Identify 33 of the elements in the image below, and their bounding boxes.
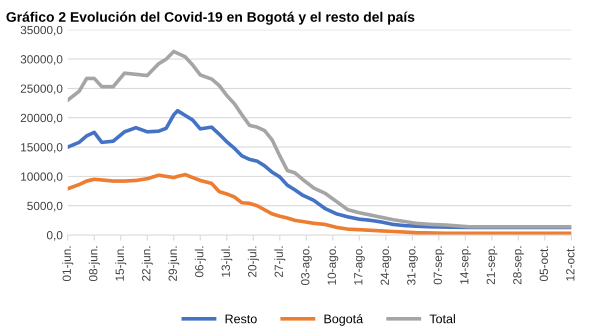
legend-label: Bogotá	[324, 314, 364, 326]
x-tick-label: 13-jul.	[221, 246, 232, 277]
y-tick-label: 35000,0	[20, 26, 62, 36]
x-tick-label: 07-sep.	[434, 246, 444, 284]
x-tick-label: 24-ago.	[380, 246, 392, 285]
x-tick-label: 06-jul.	[194, 246, 206, 278]
x-tick-label: 20-jul.	[248, 246, 259, 277]
y-tick-label: 15000,0	[21, 143, 62, 153]
x-tick-label: 10-ago.	[328, 246, 338, 285]
x-tick-label: 14-sep.	[460, 246, 471, 284]
y-tick-label: 30000,0	[20, 55, 62, 65]
legend-label: Resto	[226, 314, 257, 324]
chart-title: Gráfico 2 Evolución del Covid-19 en Bogotá y el resto del país	[6, 12, 414, 25]
x-tick-label: 21-sep.	[486, 246, 498, 284]
y-tick-label: 20000,0	[20, 114, 62, 124]
x-tick-label: 22-jun.	[142, 246, 153, 281]
x-tick-label: 29-jun.	[168, 246, 180, 281]
y-tick-label: 0,0	[46, 231, 62, 241]
x-tick-label: 27-jul.	[274, 246, 286, 277]
x-tick-label: 05-oct.	[540, 246, 548, 282]
x-tick-label: 08-jun.	[88, 246, 100, 282]
x-tick-label: 03-ago.	[301, 246, 312, 285]
x-tick-label: 12-oct.	[566, 246, 574, 281]
line-series	[68, 50, 572, 229]
x-tick-label: 28-sep.	[513, 246, 524, 284]
x-tick-label: 31-ago.	[407, 246, 418, 286]
y-tick-label: 25000,0	[20, 84, 62, 94]
legend-label: Total	[430, 314, 455, 324]
y-tick-label: 10000,0	[21, 172, 62, 182]
x-tick-label: 15-jun.	[115, 246, 126, 281]
y-tick-label: 5000,0	[27, 202, 62, 212]
x-tick-label: 01-jun.	[62, 246, 74, 282]
x-tick-label: 17-ago.	[354, 246, 365, 285]
